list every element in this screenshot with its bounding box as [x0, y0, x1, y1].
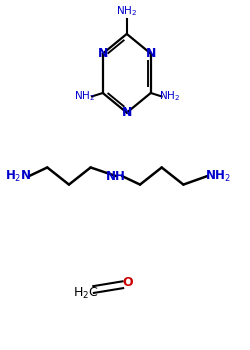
- Text: N: N: [122, 106, 132, 119]
- Text: N: N: [146, 47, 156, 60]
- Text: H$_2$C: H$_2$C: [73, 286, 98, 301]
- Text: NH$_2$: NH$_2$: [116, 4, 137, 18]
- Text: NH$_2$: NH$_2$: [206, 168, 231, 183]
- Text: NH: NH: [106, 169, 126, 182]
- Text: O: O: [123, 276, 133, 289]
- Text: NH$_2$: NH$_2$: [74, 90, 95, 103]
- Text: H$_2$N: H$_2$N: [5, 168, 32, 183]
- Text: NH$_2$: NH$_2$: [159, 90, 180, 103]
- Text: N: N: [98, 47, 108, 60]
